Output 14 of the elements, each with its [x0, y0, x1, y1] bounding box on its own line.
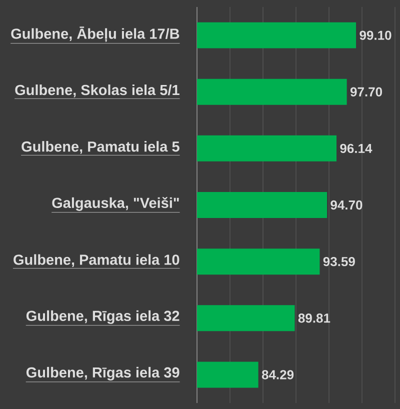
y-tick-label: Gulbene, Rīgas iela 39 [26, 366, 180, 381]
data-label: 84.29 [262, 370, 294, 380]
y-tick-label: Gulbene, Pamatu iela 10 [14, 254, 180, 267]
y-tick-label: Gulbene, Ābeļu iela 17/B [11, 26, 180, 42]
data-label: 96.14 [340, 144, 372, 154]
data-label: 99.10 [360, 30, 392, 40]
y-tick-label: Gulbene, Rīgas iela 32 [26, 310, 180, 324]
data-label: 89.81 [298, 314, 330, 323]
y-tick-label: Galgauska, "Veiši" [52, 197, 179, 211]
y-tick-label: Gulbene, Pamatu iela 5 [22, 141, 180, 154]
data-label: 94.70 [330, 200, 362, 210]
y-tick-label: Gulbene, Skolas iela 5/1 [15, 84, 180, 98]
data-label: 97.70 [350, 87, 382, 96]
data-label: 93.59 [323, 256, 355, 266]
